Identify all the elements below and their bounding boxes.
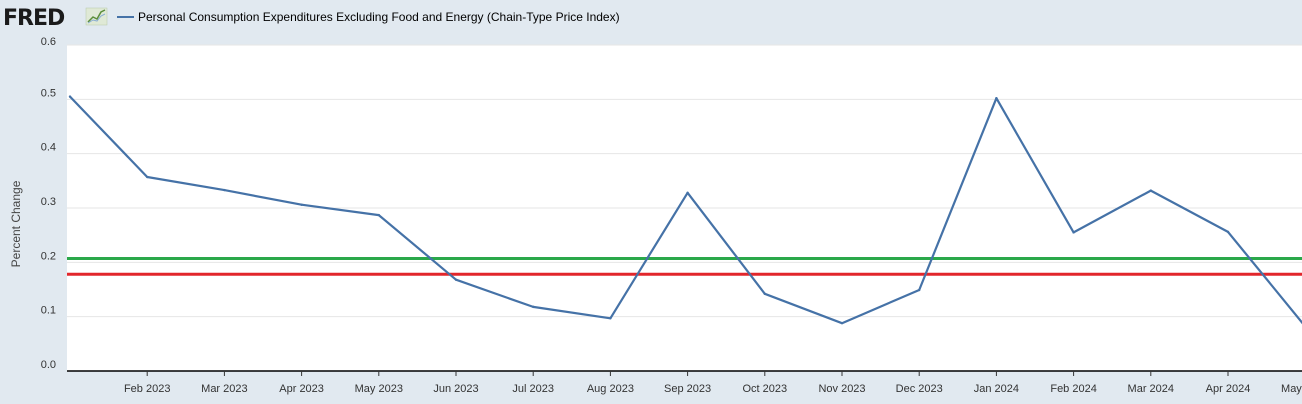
- legend-series-label: Personal Consumption Expenditures Exclud…: [138, 10, 620, 24]
- y-axis-label: Percent Change: [9, 180, 23, 267]
- data-point[interactable]: [1072, 231, 1075, 234]
- series-group: [68, 95, 1302, 325]
- data-point[interactable]: [68, 95, 72, 98]
- data-point[interactable]: [763, 292, 766, 296]
- fred-logo-text: FRED: [3, 6, 65, 31]
- data-point[interactable]: [454, 278, 458, 281]
- data-point[interactable]: [377, 213, 380, 217]
- y-tick-label: 0.4: [41, 142, 56, 154]
- data-point[interactable]: [146, 175, 149, 179]
- x-tick-label: Jun 2023: [433, 383, 478, 395]
- x-tick-label: May 2023: [355, 383, 403, 395]
- x-tick-label: Oct 2023: [742, 383, 787, 395]
- fred-logo-chart-icon: [85, 7, 108, 26]
- x-tick-label: May 2024: [1281, 383, 1302, 395]
- y-tick-label: 0.1: [41, 305, 56, 317]
- x-tick-label: Feb 2023: [124, 383, 170, 395]
- y-axis-ticks: 0.0 0.1 0.2 0.3 0.4 0.5 0.6: [41, 36, 56, 371]
- y-tick-label: 0.6: [41, 36, 56, 48]
- y-tick-label: 0.0: [41, 359, 56, 371]
- fred-logo[interactable]: FRED: [3, 6, 108, 31]
- x-tick-label: Jul 2023: [512, 383, 554, 395]
- data-point[interactable]: [1149, 189, 1153, 192]
- data-point[interactable]: [1226, 230, 1230, 234]
- gridlines: [67, 44, 1302, 318]
- x-tick-label: Feb 2024: [1050, 383, 1096, 395]
- data-point[interactable]: [918, 288, 921, 292]
- x-tick-label: Apr 2023: [279, 383, 324, 395]
- x-tick-label: Aug 2023: [587, 383, 634, 395]
- x-tick-label: Mar 2023: [201, 383, 247, 395]
- reference-lines: [67, 257, 1302, 276]
- data-point[interactable]: [840, 321, 844, 325]
- data-point[interactable]: [300, 203, 303, 206]
- y-tick-label: 0.5: [41, 87, 56, 99]
- x-tick-label: Sep 2023: [664, 383, 711, 395]
- x-tick-label: Jan 2024: [974, 383, 1019, 395]
- data-point[interactable]: [995, 97, 998, 100]
- data-point[interactable]: [609, 317, 612, 320]
- y-tick-label: 0.3: [41, 196, 56, 208]
- x-tick-label: Mar 2024: [1128, 383, 1174, 395]
- x-tick-label: Dec 2023: [896, 383, 943, 395]
- legend[interactable]: Personal Consumption Expenditures Exclud…: [117, 10, 620, 24]
- x-tick-label: Apr 2024: [1206, 383, 1251, 395]
- y-tick-label: 0.2: [41, 250, 56, 262]
- data-point[interactable]: [532, 305, 535, 309]
- data-point[interactable]: [686, 191, 689, 194]
- x-tick-label: Nov 2023: [818, 383, 865, 395]
- data-point[interactable]: [223, 188, 226, 192]
- x-axis-ticks: Feb 2023 Mar 2023 Apr 2023 May 2023 Jun 2023…: [124, 371, 1302, 395]
